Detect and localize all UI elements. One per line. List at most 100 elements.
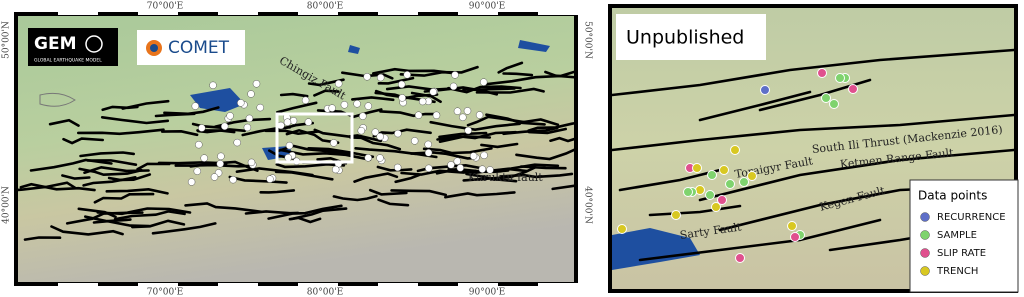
fault [429, 120, 521, 132]
site-point [447, 161, 455, 169]
fault [354, 147, 438, 159]
fault [259, 189, 296, 194]
gem-logo-text: GEM [34, 34, 76, 54]
data-point [760, 85, 770, 95]
data-point [683, 187, 693, 197]
gem-logo-icon [85, 35, 103, 53]
fault [267, 204, 343, 220]
border [39, 92, 76, 107]
frame-segment [138, 283, 178, 286]
data-point [671, 210, 681, 220]
site-point [479, 78, 488, 86]
lat-label: 50°00'N [583, 21, 593, 59]
fault [390, 189, 447, 197]
site-point [285, 141, 294, 150]
fault [385, 85, 459, 92]
site-point [357, 126, 366, 135]
fault [100, 116, 170, 125]
fault [698, 90, 812, 122]
fault [92, 219, 151, 228]
fault-label: Kuruktu fault [468, 171, 543, 184]
gem-logo-subtitle: GLOBAL EARTHQUAKE MODEL [34, 58, 102, 64]
data-point [711, 202, 721, 212]
site-point [432, 111, 441, 120]
fault [290, 207, 348, 221]
fault [341, 71, 394, 80]
fault [502, 72, 534, 77]
fault [462, 87, 516, 92]
site-point [191, 102, 200, 110]
fault [93, 192, 155, 204]
fault [313, 89, 340, 97]
legend-label: TRENCH [936, 266, 978, 277]
site-point [229, 175, 237, 184]
site-point [247, 90, 255, 98]
data-point [848, 84, 858, 94]
fault [279, 92, 309, 98]
fault [379, 110, 440, 118]
data-points [617, 68, 858, 263]
site-point [266, 175, 274, 183]
site-point [284, 153, 292, 162]
lat-label: 50°00'N [2, 21, 12, 59]
fault [349, 136, 402, 151]
fault [485, 70, 574, 86]
site-point [425, 164, 433, 173]
frame-segment [538, 12, 578, 15]
fault [544, 70, 574, 79]
data-point [829, 99, 839, 109]
site-point [449, 82, 458, 91]
fault [285, 128, 340, 144]
inset-box [275, 112, 354, 164]
fault [422, 147, 493, 155]
frame-segment [378, 12, 418, 15]
frame-segment [538, 283, 578, 286]
site-point [301, 96, 310, 105]
site-point [252, 80, 261, 88]
lat-label: 40°00'N [583, 186, 593, 224]
site-point [469, 152, 478, 160]
site-point [198, 124, 206, 132]
fault [444, 191, 516, 199]
frame-segment [218, 12, 258, 15]
site-point [340, 101, 349, 109]
site-point [486, 166, 494, 174]
site-point [363, 73, 371, 81]
frame-segment [58, 283, 98, 286]
fault [264, 129, 321, 136]
site-point [217, 152, 225, 161]
fault [19, 182, 96, 192]
site-point [371, 128, 380, 136]
fault [50, 225, 124, 236]
site-point [475, 111, 484, 119]
data-point [705, 190, 715, 200]
frame-segment [378, 283, 418, 286]
site-point [456, 164, 465, 172]
legend-label: SLIP RATE [937, 248, 986, 259]
site-point [237, 99, 245, 107]
site-point [451, 71, 459, 79]
fault [515, 148, 574, 161]
lon-label: 90°00'E [469, 288, 505, 297]
data-point [747, 171, 757, 181]
site-point [210, 173, 219, 181]
fault [174, 163, 257, 168]
fault [551, 184, 574, 191]
site-point [226, 112, 234, 120]
site-point [463, 107, 472, 115]
legend-swatch [920, 212, 930, 222]
data-point [835, 73, 845, 83]
frame-segment [298, 12, 338, 15]
fault [307, 147, 375, 159]
fault-layer [18, 40, 574, 241]
fault [521, 118, 560, 127]
site-point [424, 140, 432, 149]
fault [351, 96, 395, 102]
site-point [359, 112, 367, 120]
fault [377, 76, 415, 85]
lat-label: 40°00'N [2, 186, 12, 224]
fault [105, 187, 169, 195]
fault [101, 105, 139, 112]
site-point [453, 107, 462, 115]
